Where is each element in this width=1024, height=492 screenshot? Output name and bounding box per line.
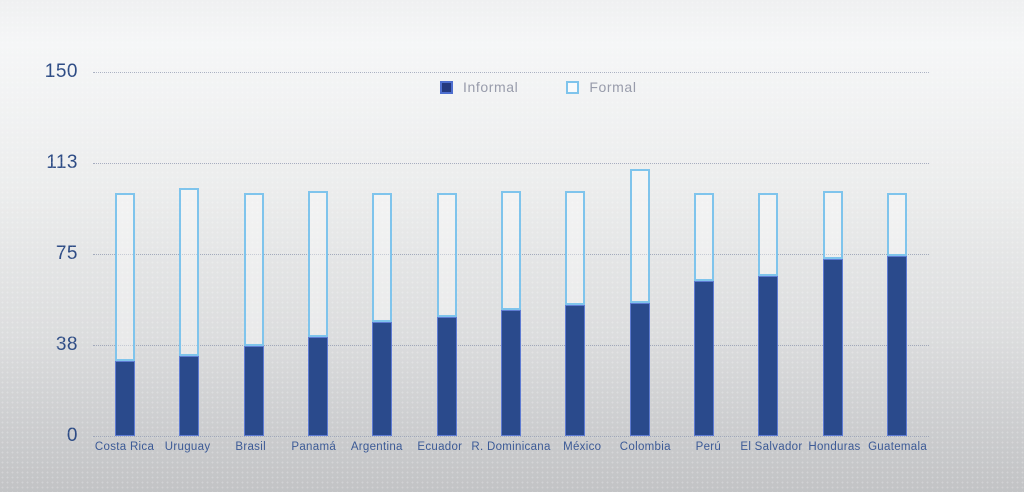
- gridline-150: [93, 71, 929, 73]
- bar-slot: [415, 72, 479, 436]
- formal-segment: [822, 190, 843, 259]
- informal-segment: [308, 336, 329, 436]
- y-tick-label-38: 38: [55, 334, 78, 355]
- stacked-bar-m-xico: [565, 190, 586, 436]
- x-label-r-dominicana: R. Dominicana: [471, 441, 551, 453]
- bar-slot: [543, 72, 607, 436]
- x-label-honduras: Honduras: [808, 441, 861, 453]
- formal-segment: [372, 193, 393, 322]
- informal-segment: [372, 321, 393, 436]
- x-label-brasil: Brasil: [235, 441, 266, 453]
- formal-segment: [758, 193, 779, 276]
- chart-legend: Informal Formal: [440, 79, 637, 95]
- bar-slot: [286, 72, 350, 436]
- y-tick-label-75: 75: [55, 243, 78, 264]
- gridline-0: [93, 435, 929, 437]
- stacked-bar-colombia: [629, 169, 650, 436]
- bar-slot: [157, 72, 221, 436]
- x-label-guatemala: Guatemala: [868, 441, 928, 453]
- bar-plot-area: [93, 72, 929, 436]
- informal-segment: [565, 304, 586, 436]
- x-label-ecuador: Ecuador: [417, 441, 463, 453]
- x-label-colombia: Colombia: [619, 441, 671, 453]
- bar-slot: [865, 72, 929, 436]
- bar-slot: [479, 72, 543, 436]
- gridline-113: [93, 162, 929, 164]
- stacked-bar-el-salvador: [758, 193, 779, 436]
- formal-segment: [886, 193, 907, 257]
- x-label-costa-rica: Costa Rica: [94, 441, 155, 453]
- formal-segment: [436, 193, 457, 318]
- bar-slot: [736, 72, 800, 436]
- stacked-bar-argentina: [372, 193, 393, 436]
- formal-segment: [243, 193, 264, 347]
- informal-segment: [436, 317, 457, 436]
- stacked-bar-r-dominicana: [501, 190, 522, 436]
- y-tick-label-113: 113: [46, 152, 78, 173]
- stacked-bar-panam-: [308, 190, 329, 436]
- legend-item-informal: Informal: [440, 79, 518, 95]
- informal-segment: [693, 280, 714, 436]
- stacked-bar-ecuador: [436, 193, 457, 436]
- stacked-bar-uruguay: [179, 188, 200, 436]
- informal-segment: [886, 256, 907, 436]
- bar-slot: [222, 72, 286, 436]
- x-label-uruguay: Uruguay: [164, 441, 211, 453]
- formal-segment: [629, 169, 650, 303]
- informal-segment: [115, 360, 136, 436]
- bar-slot: [350, 72, 414, 436]
- formal-segment: [693, 193, 714, 281]
- informal-segment: [629, 302, 650, 436]
- x-label-argentina: Argentina: [350, 441, 403, 453]
- informal-segment: [243, 346, 264, 436]
- legend-item-formal: Formal: [566, 79, 636, 95]
- stacked-bar-per-: [693, 193, 714, 436]
- bar-slot: [800, 72, 864, 436]
- legend-label-formal: Formal: [589, 79, 637, 95]
- legend-label-informal: Informal: [463, 79, 519, 95]
- stacked-bar-guatemala: [886, 193, 907, 436]
- formal-segment: [501, 190, 522, 310]
- gridline-75: [93, 253, 929, 255]
- formal-segment: [179, 188, 200, 356]
- x-axis-category-labels: Costa Rica Uruguay Brasil Panamá Argentina Ec…: [93, 441, 929, 453]
- informal-segment: [822, 258, 843, 436]
- bar-slot: [672, 72, 736, 436]
- stacked-bar-honduras: [822, 190, 843, 436]
- formal-swatch-icon: [566, 80, 580, 94]
- formal-segment: [115, 193, 136, 361]
- formal-segment: [565, 190, 586, 305]
- formal-segment: [308, 190, 329, 337]
- informal-segment: [501, 309, 522, 436]
- stacked-bar-brasil: [243, 193, 264, 436]
- informal-segment: [758, 275, 779, 436]
- x-label-el-salvador: El Salvador: [740, 441, 803, 453]
- stacked-bar-costa-rica: [115, 193, 136, 436]
- bar-slot: [608, 72, 672, 436]
- informal-segment: [179, 355, 200, 436]
- y-tick-label-0: 0: [66, 425, 78, 446]
- x-label-m-xico: México: [563, 441, 602, 453]
- x-label-per-: Perú: [695, 441, 722, 453]
- x-label-panam-: Panamá: [291, 441, 337, 453]
- bar-slot: [93, 72, 157, 436]
- informal-swatch-icon: [440, 80, 453, 94]
- y-tick-label-150: 150: [44, 61, 78, 82]
